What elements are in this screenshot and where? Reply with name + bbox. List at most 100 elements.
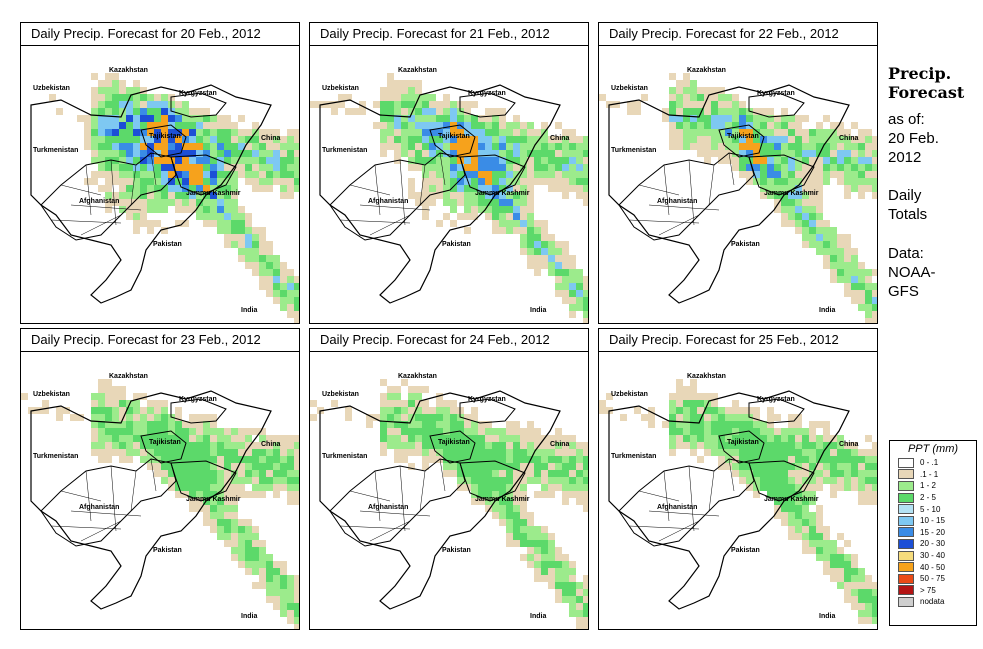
precip-cell bbox=[830, 262, 837, 269]
precip-cell bbox=[42, 407, 49, 414]
precip-cell bbox=[711, 115, 718, 122]
precip-cell bbox=[576, 136, 583, 143]
precip-cell bbox=[189, 164, 196, 171]
precip-cell bbox=[555, 463, 562, 470]
precip-cell bbox=[634, 108, 641, 115]
precip-cell bbox=[851, 276, 858, 283]
precip-cell bbox=[408, 150, 415, 157]
precip-cell bbox=[499, 136, 506, 143]
precip-cell bbox=[401, 407, 408, 414]
precip-cell bbox=[732, 407, 739, 414]
precip-cell bbox=[725, 136, 732, 143]
precip-cell bbox=[641, 94, 648, 101]
precip-cell bbox=[555, 136, 562, 143]
precip-cell bbox=[725, 407, 732, 414]
precip-cell bbox=[683, 386, 690, 393]
precip-cell bbox=[774, 428, 781, 435]
precip-cell bbox=[126, 101, 133, 108]
precip-cell bbox=[492, 512, 499, 519]
precip-cell bbox=[394, 108, 401, 115]
precip-cell bbox=[287, 171, 294, 178]
precip-cell bbox=[718, 115, 725, 122]
precip-map: Kazakhstan Uzbekistan Kyrgyzstan Tajikistan… bbox=[21, 45, 299, 323]
precip-cell bbox=[788, 463, 795, 470]
precip-cell bbox=[788, 526, 795, 533]
precip-cell bbox=[415, 442, 422, 449]
precip-cell bbox=[809, 157, 816, 164]
precip-cell bbox=[147, 206, 154, 213]
precip-cell bbox=[175, 199, 182, 206]
precip-cell bbox=[224, 519, 231, 526]
district-border bbox=[85, 164, 92, 216]
precip-cell bbox=[844, 283, 851, 290]
precip-cell bbox=[408, 122, 415, 129]
precip-cell bbox=[196, 108, 203, 115]
precip-cell bbox=[872, 143, 877, 150]
precip-cell bbox=[196, 164, 203, 171]
precip-cell bbox=[105, 178, 112, 185]
precip-cell bbox=[436, 157, 443, 164]
precip-cell bbox=[872, 449, 877, 456]
legend-item: 20 - 30 bbox=[890, 538, 976, 550]
precip-cell bbox=[259, 575, 266, 582]
precip-cell bbox=[91, 122, 98, 129]
precip-cell bbox=[210, 206, 217, 213]
precip-cell bbox=[711, 129, 718, 136]
precip-cell bbox=[161, 428, 168, 435]
precip-cell bbox=[816, 206, 823, 213]
precip-cell bbox=[105, 386, 112, 393]
precip-cell bbox=[112, 178, 119, 185]
precip-cell bbox=[287, 178, 294, 185]
precip-cell bbox=[809, 533, 816, 540]
precip-cell bbox=[527, 241, 534, 248]
precip-cell bbox=[273, 178, 280, 185]
precip-cell bbox=[422, 178, 429, 185]
precip-cell bbox=[499, 122, 506, 129]
precip-cell bbox=[422, 421, 429, 428]
legend-swatch bbox=[898, 596, 914, 607]
precip-cell bbox=[443, 442, 450, 449]
precip-cell bbox=[823, 255, 830, 262]
legend-label: 15 - 20 bbox=[920, 527, 945, 537]
precip-cell bbox=[753, 122, 760, 129]
precip-cell bbox=[492, 206, 499, 213]
precip-cell bbox=[788, 164, 795, 171]
precip-cell bbox=[534, 269, 541, 276]
place-label-afghanistan: Afghanistan bbox=[657, 504, 698, 511]
precip-cell bbox=[119, 129, 126, 136]
precip-cell bbox=[753, 449, 760, 456]
precip-cell bbox=[634, 407, 641, 414]
precip-cell bbox=[830, 276, 837, 283]
precip-cell bbox=[280, 456, 287, 463]
precip-cell bbox=[492, 171, 499, 178]
precip-cell bbox=[387, 143, 394, 150]
precip-cell bbox=[147, 463, 154, 470]
precip-cell bbox=[105, 108, 112, 115]
precip-cell bbox=[422, 400, 429, 407]
precip-cell bbox=[56, 108, 63, 115]
precip-cell bbox=[450, 108, 457, 115]
precip-cell bbox=[534, 491, 541, 498]
precip-cell bbox=[147, 407, 154, 414]
precip-cell bbox=[520, 491, 527, 498]
precip-cell bbox=[401, 101, 408, 108]
precip-cell bbox=[704, 421, 711, 428]
precip-cell bbox=[837, 435, 844, 442]
precip-cell bbox=[450, 456, 457, 463]
district-border bbox=[369, 214, 411, 236]
precip-cell bbox=[753, 164, 760, 171]
precip-cell bbox=[287, 185, 294, 192]
precip-cell bbox=[210, 442, 217, 449]
precip-cell bbox=[795, 164, 802, 171]
precip-cell bbox=[690, 129, 697, 136]
precip-cell bbox=[858, 456, 865, 463]
precip-cell bbox=[513, 442, 520, 449]
district-border bbox=[658, 214, 700, 236]
precip-cell bbox=[485, 122, 492, 129]
precip-cell bbox=[809, 213, 816, 220]
precip-cell bbox=[620, 414, 627, 421]
as-of-date: as of: 20 Feb. 2012 bbox=[888, 110, 939, 167]
precip-cell bbox=[91, 115, 98, 122]
precip-cell bbox=[513, 129, 520, 136]
precip-cell bbox=[457, 178, 464, 185]
